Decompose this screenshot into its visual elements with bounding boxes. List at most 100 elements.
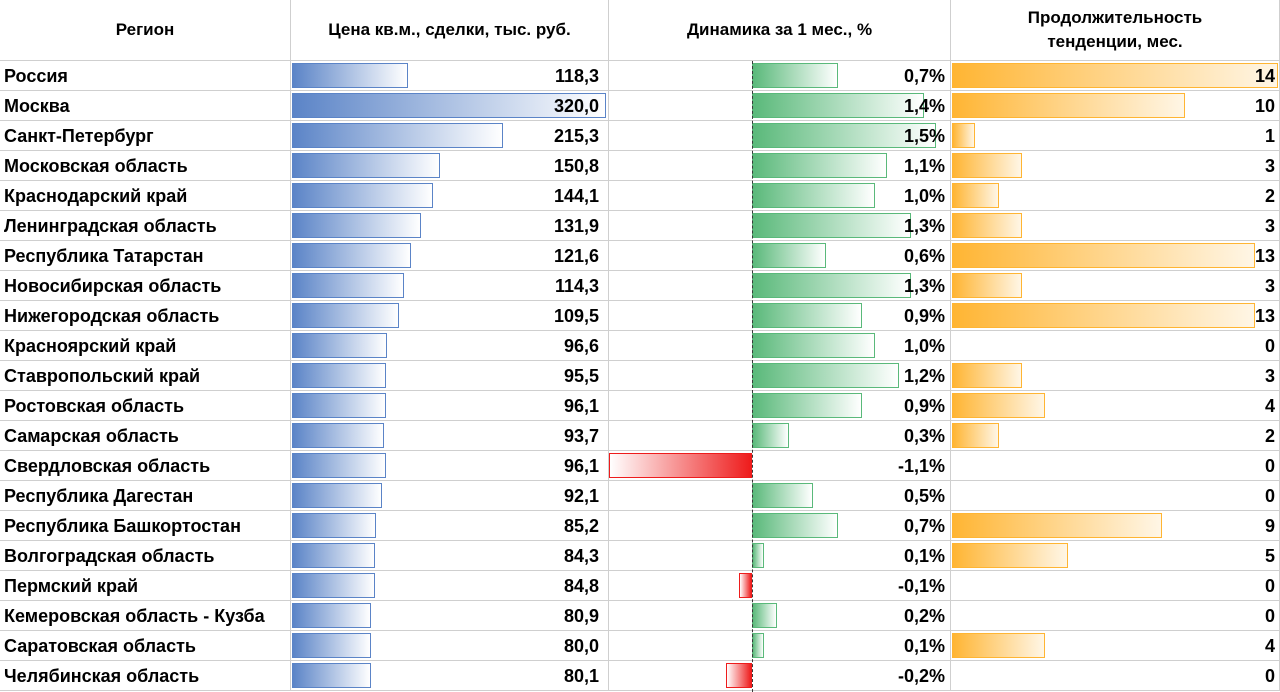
- dynamics-bar-negative: [609, 453, 752, 478]
- duration-value: 1: [1264, 126, 1275, 146]
- price-bar: [292, 243, 411, 268]
- dynamics-bar-positive: [752, 123, 936, 148]
- table-row: Нижегородская область 109,5 0,9% 13: [0, 301, 1280, 331]
- price-cell: 80,1: [291, 661, 609, 691]
- duration-bar: [952, 303, 1255, 328]
- table-row: Санкт-Петербург 215,3 1,5% 1: [0, 121, 1280, 151]
- dynamics-value: 0,7%: [903, 516, 945, 536]
- price-bar: [292, 153, 440, 178]
- price-cell: 93,7: [291, 421, 609, 451]
- region-name: Краснодарский край: [0, 181, 291, 211]
- price-bar: [292, 93, 606, 118]
- duration-cell: 13: [951, 301, 1280, 331]
- duration-bar: [952, 63, 1278, 88]
- duration-value: 3: [1264, 366, 1275, 386]
- region-name: Ставропольский край: [0, 361, 291, 391]
- price-cell: 150,8: [291, 151, 609, 181]
- dynamics-bar-positive: [752, 213, 911, 238]
- price-value: 93,7: [563, 426, 599, 446]
- price-bar: [292, 423, 384, 448]
- price-bar: [292, 63, 408, 88]
- price-value: 96,6: [563, 336, 599, 356]
- duration-bar: [952, 513, 1162, 538]
- table-row: Волгоградская область 84,3 0,1% 5: [0, 541, 1280, 571]
- region-name: Кемеровская область - Кузба: [0, 601, 291, 631]
- duration-value: 3: [1264, 276, 1275, 296]
- dynamics-value: 1,3%: [903, 216, 945, 236]
- header-duration: Продолжительность тенденции, мес.: [951, 0, 1280, 61]
- dynamics-cell: -0,1%: [609, 571, 951, 601]
- header-dynamics: Динамика за 1 мес., %: [609, 0, 951, 61]
- dynamics-bar-positive: [752, 63, 838, 88]
- dynamics-bar-positive: [752, 273, 911, 298]
- duration-bar: [952, 633, 1045, 658]
- duration-cell: 9: [951, 511, 1280, 541]
- price-cell: 114,3: [291, 271, 609, 301]
- duration-value: 9: [1264, 516, 1275, 536]
- dynamics-value: 0,5%: [903, 486, 945, 506]
- table-row: Краснодарский край 144,1 1,0% 2: [0, 181, 1280, 211]
- dynamics-value: 0,6%: [903, 246, 945, 266]
- dynamics-cell: 1,3%: [609, 211, 951, 241]
- price-bar: [292, 513, 376, 538]
- region-name: Новосибирская область: [0, 271, 291, 301]
- duration-bar: [952, 93, 1185, 118]
- dynamics-value: 0,1%: [903, 636, 945, 656]
- price-cell: 96,1: [291, 451, 609, 481]
- price-bar: [292, 663, 371, 688]
- dynamics-cell: 0,2%: [609, 601, 951, 631]
- dynamics-cell: 0,7%: [609, 511, 951, 541]
- duration-cell: 0: [951, 571, 1280, 601]
- dynamics-value: 1,0%: [903, 336, 945, 356]
- duration-value: 2: [1264, 426, 1275, 446]
- duration-cell: 10: [951, 91, 1280, 121]
- price-value: 84,8: [563, 576, 599, 596]
- dynamics-cell: 1,0%: [609, 181, 951, 211]
- dynamics-cell: 1,0%: [609, 331, 951, 361]
- table-row: Кемеровская область - Кузба 80,9 0,2% 0: [0, 601, 1280, 631]
- table-row: Свердловская область 96,1 -1,1% 0: [0, 451, 1280, 481]
- duration-value: 3: [1264, 156, 1275, 176]
- dynamics-bar-positive: [752, 393, 862, 418]
- table-row: Ростовская область 96,1 0,9% 4: [0, 391, 1280, 421]
- duration-bar: [952, 543, 1068, 568]
- price-value: 118,3: [554, 66, 599, 86]
- duration-value: 5: [1264, 546, 1275, 566]
- duration-bar: [952, 423, 999, 448]
- price-cell: 80,9: [291, 601, 609, 631]
- dynamics-cell: 1,2%: [609, 361, 951, 391]
- table-row: Красноярский край 96,6 1,0% 0: [0, 331, 1280, 361]
- dynamics-cell: 0,9%: [609, 391, 951, 421]
- duration-value: 0: [1264, 486, 1275, 506]
- dynamics-bar-positive: [752, 513, 838, 538]
- duration-bar: [952, 183, 999, 208]
- table-row: Самарская область 93,7 0,3% 2: [0, 421, 1280, 451]
- dynamics-value: 0,9%: [903, 396, 945, 416]
- region-name: Пермский край: [0, 571, 291, 601]
- dynamics-value: 1,4%: [903, 96, 945, 116]
- region-name: Россия: [0, 61, 291, 91]
- dynamics-bar-positive: [752, 483, 813, 508]
- price-cell: 121,6: [291, 241, 609, 271]
- region-name: Свердловская область: [0, 451, 291, 481]
- price-value: 96,1: [563, 396, 599, 416]
- dynamics-value: 0,2%: [903, 606, 945, 626]
- table-row: Россия 118,3 0,7% 14: [0, 61, 1280, 91]
- duration-bar: [952, 123, 975, 148]
- dynamics-value: 1,5%: [903, 126, 945, 146]
- duration-cell: 3: [951, 361, 1280, 391]
- dynamics-bar-positive: [752, 183, 875, 208]
- dynamics-cell: -0,2%: [609, 661, 951, 691]
- table-row: Республика Башкортостан 85,2 0,7% 9: [0, 511, 1280, 541]
- price-bar: [292, 393, 386, 418]
- price-value: 215,3: [553, 126, 599, 146]
- price-value: 92,1: [563, 486, 599, 506]
- duration-cell: 3: [951, 211, 1280, 241]
- region-name: Республика Татарстан: [0, 241, 291, 271]
- price-bar: [292, 333, 387, 358]
- price-value: 320,0: [553, 96, 599, 116]
- table-row: Московская область 150,8 1,1% 3: [0, 151, 1280, 181]
- price-cell: 85,2: [291, 511, 609, 541]
- dynamics-value: -1,1%: [897, 456, 945, 476]
- region-name: Московская область: [0, 151, 291, 181]
